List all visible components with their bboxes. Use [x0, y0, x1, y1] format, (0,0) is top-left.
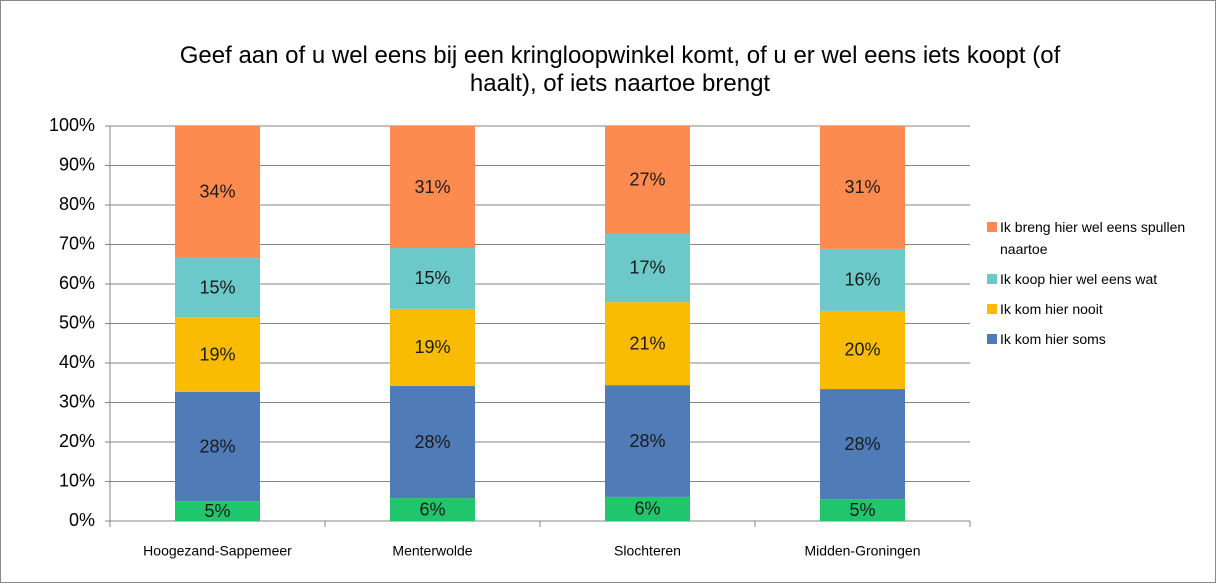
y-tick-label: 80%: [59, 194, 95, 214]
data-label: 31%: [414, 177, 450, 197]
legend-label: Ik koop hier wel eens wat: [1000, 271, 1158, 287]
bar-segment: [605, 233, 690, 303]
data-label: 31%: [844, 177, 880, 197]
data-label: 6%: [419, 499, 445, 519]
bar-segment: [390, 126, 475, 249]
data-label: 16%: [844, 270, 880, 290]
bar-segment: [390, 248, 475, 309]
legend-label: Ik breng hier wel eens spullen naartoe: [1000, 219, 1186, 257]
bar-segment: [390, 385, 475, 499]
data-label: 15%: [199, 277, 235, 297]
x-tick-label: Midden-Groningen: [805, 543, 921, 559]
y-tick-label: 30%: [59, 391, 95, 411]
bar-segment: [605, 496, 690, 521]
data-label: 20%: [844, 340, 880, 360]
x-tick-label: Menterwolde: [392, 543, 472, 559]
data-label: 19%: [414, 337, 450, 357]
data-label: 28%: [844, 434, 880, 454]
bar-segment: [820, 310, 905, 390]
bar-segment: [175, 391, 260, 502]
legend-label: Ik kom hier soms: [1000, 331, 1106, 347]
bar-segment: [175, 317, 260, 392]
bar-segment: [820, 126, 905, 249]
bar-segment: [175, 257, 260, 318]
x-tick-label: Slochteren: [614, 543, 681, 559]
bar-segment: [605, 302, 690, 386]
bar-segment: [605, 385, 690, 497]
bar-segment: [390, 308, 475, 386]
data-label: 5%: [849, 500, 875, 520]
legend-swatch: [987, 274, 997, 284]
legend-label: Ik kom hier nooit: [1000, 301, 1103, 317]
y-tick-label: 90%: [59, 154, 95, 174]
data-label: 27%: [629, 169, 665, 189]
data-label: 28%: [199, 436, 235, 456]
data-label: 34%: [199, 182, 235, 202]
bar-segment: [175, 501, 260, 521]
y-tick-label: 60%: [59, 273, 95, 293]
data-label: 21%: [629, 333, 665, 353]
data-label: 28%: [629, 431, 665, 451]
data-label: 6%: [634, 499, 660, 519]
y-tick-label: 40%: [59, 352, 95, 372]
x-tick-label: Hoogezand-Sappemeer: [143, 543, 292, 559]
bar-segment: [605, 126, 690, 234]
bar-segment: [175, 126, 260, 258]
data-label: 17%: [629, 258, 665, 278]
y-tick-label: 20%: [59, 431, 95, 451]
y-tick-label: 0%: [69, 510, 95, 530]
legend-swatch: [987, 222, 997, 232]
y-tick-label: 70%: [59, 233, 95, 253]
y-tick-label: 50%: [59, 312, 95, 332]
data-label: 19%: [199, 344, 235, 364]
bar-segment: [820, 499, 905, 521]
data-label: 5%: [204, 501, 230, 521]
data-label: 28%: [414, 432, 450, 452]
chart-title: Geef aan of u wel eens bij een kringloop…: [179, 42, 1061, 97]
data-label: 15%: [414, 268, 450, 288]
y-tick-label: 10%: [59, 470, 95, 490]
bar-segment: [820, 248, 905, 311]
y-tick-label: 100%: [49, 115, 95, 135]
legend-swatch: [987, 304, 997, 314]
bar-segment: [820, 389, 905, 500]
legend-swatch: [987, 334, 997, 344]
bar-segment: [390, 498, 475, 521]
